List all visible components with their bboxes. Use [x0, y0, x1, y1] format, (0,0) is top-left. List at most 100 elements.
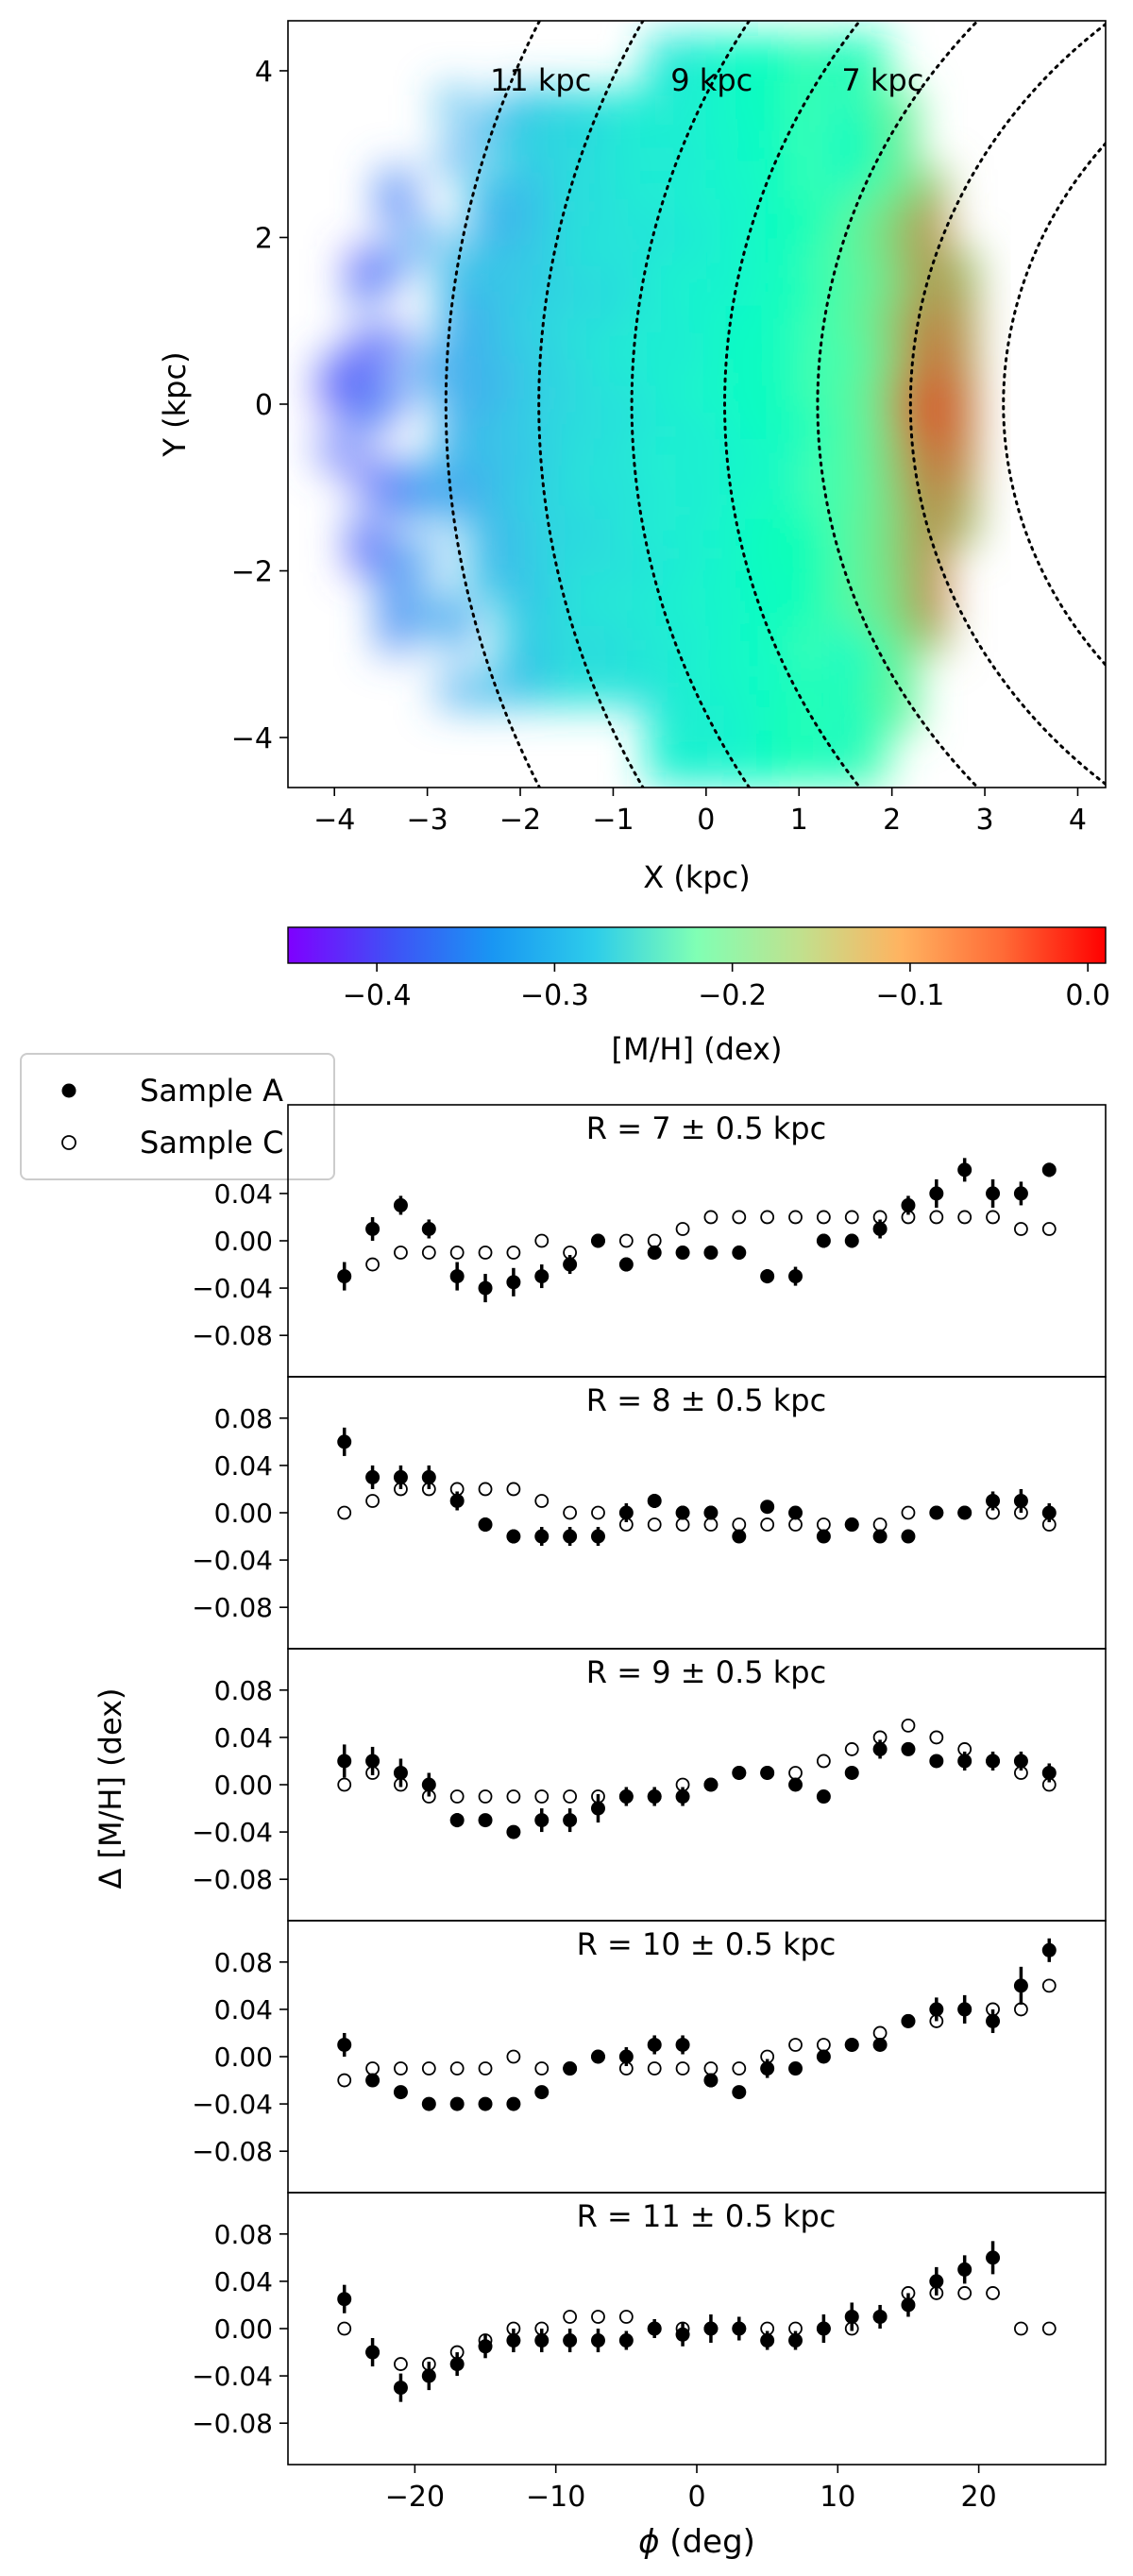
heatmap-cell	[795, 435, 829, 466]
heatmap-cell	[498, 169, 532, 199]
heatmap-cell	[705, 382, 740, 413]
heatmap-cell	[795, 169, 829, 199]
sample-a-point	[590, 1801, 605, 1816]
legend-label-sample-a: Sample A	[140, 1073, 283, 1109]
heatmap-cell	[914, 195, 948, 227]
heatmap-cell	[676, 276, 710, 306]
map-x-tick-label: 4	[1069, 804, 1087, 837]
sample-c-point	[703, 1517, 719, 1532]
sample-c-point	[732, 1210, 747, 1225]
heatmap-cell	[943, 355, 978, 386]
heatmap-cell	[884, 142, 919, 173]
heatmap-cell	[617, 302, 651, 333]
heatmap-cell	[527, 568, 562, 600]
heatmap-cell	[705, 516, 740, 547]
panel-y-tick-label: 0.00	[214, 1498, 273, 1529]
sample-a-point	[590, 2049, 605, 2064]
heatmap-cell	[498, 649, 532, 680]
sample-c-point	[647, 1517, 662, 1532]
sample-c-point	[1014, 2321, 1028, 2336]
heatmap-cell	[557, 516, 591, 547]
map-x-tick-label: −4	[313, 804, 355, 837]
heatmap-cell	[884, 115, 919, 146]
heatmap-cell	[795, 248, 829, 280]
heatmap-cell	[854, 248, 888, 280]
heatmap-cell	[914, 462, 948, 493]
heatmap-cell	[498, 596, 532, 626]
heatmap-cell	[586, 382, 621, 413]
heatmap-cell	[467, 516, 502, 547]
sample-a-point	[563, 1813, 578, 1828]
sample-a-point	[760, 1765, 775, 1780]
panel-x-tick-label: −20	[385, 2481, 445, 2514]
sample-a-point	[788, 1505, 803, 1520]
heatmap-cell	[617, 115, 651, 146]
heatmap-cell	[854, 115, 888, 146]
heatmap-cell	[498, 195, 532, 227]
heatmap-cell	[854, 435, 888, 466]
heatmap-cell	[617, 568, 651, 600]
heatmap-cell	[705, 89, 740, 120]
radius-label-11-kpc: 11 kpc	[490, 62, 591, 98]
heatmap-cell	[824, 169, 859, 199]
heatmap-cell	[557, 355, 591, 386]
heatmap-cell	[884, 302, 919, 333]
heatmap-cell	[498, 248, 532, 280]
sample-a-point	[986, 1754, 1001, 1769]
heatmap-cell	[467, 115, 502, 146]
heatmap-cell	[795, 516, 829, 547]
heatmap-cell	[914, 409, 948, 440]
panel-x-tick-label: 0	[687, 2481, 705, 2514]
heatmap-cell	[765, 596, 800, 626]
sample-c-point	[675, 2061, 690, 2076]
sample-a-point	[337, 1754, 352, 1769]
sample-a-point	[563, 2333, 578, 2348]
map-y-tick-label: −4	[231, 722, 273, 755]
heatmap-cell	[943, 409, 978, 440]
sample-a-point	[986, 2013, 1001, 2028]
panel-x-axis-symbol: ϕ	[638, 2523, 659, 2561]
heatmap-cell	[765, 382, 800, 413]
sample-a-point	[337, 2292, 352, 2307]
heatmap-cell	[586, 489, 621, 519]
heatmap-cell	[527, 169, 562, 199]
heatmap-cell	[467, 542, 502, 573]
heatmap-cell	[527, 142, 562, 173]
colorbar-bar	[287, 926, 1107, 964]
heatmap-cell	[438, 329, 472, 360]
sample-a-point	[1041, 1162, 1057, 1178]
sample-a-point	[393, 1765, 408, 1780]
heatmap-cell	[824, 62, 859, 93]
panel-x-tick-label: 10	[820, 2481, 855, 2514]
panel-r-9: R = 9 ± 0.5 kpc −0.08 −0.04 0.00 0.04 0.08	[192, 1648, 1107, 1922]
heatmap-cell	[795, 729, 829, 759]
heatmap-cell	[617, 542, 651, 573]
sample-a-point	[449, 1269, 465, 1284]
heatmap-cell	[379, 169, 413, 199]
sample-c-point	[365, 1257, 380, 1272]
heatmap-cell	[467, 462, 502, 493]
heatmap-cell	[379, 489, 413, 519]
sample-c-point	[816, 1517, 831, 1532]
heatmap-cell	[824, 649, 859, 680]
sample-a-point	[478, 2096, 493, 2111]
heatmap-cell	[854, 409, 888, 440]
heatmap-cell	[736, 729, 769, 759]
sample-c-point	[872, 1517, 888, 1532]
sample-c-point	[788, 2038, 803, 2052]
heatmap-cell	[765, 248, 800, 280]
map-x-axis-label: X (kpc)	[643, 859, 751, 895]
heatmap-cell	[795, 622, 829, 653]
heatmap-cell	[765, 195, 800, 227]
heatmap-cell	[676, 195, 710, 227]
sample-c-point	[901, 1505, 916, 1520]
sample-c-point	[449, 2061, 465, 2076]
sample-a-point	[844, 2309, 859, 2324]
heatmap-cell	[586, 222, 621, 253]
sample-c-point	[563, 1505, 578, 1520]
sample-a-point	[449, 1813, 465, 1828]
sample-a-point	[1041, 1505, 1057, 1520]
sample-a-point	[901, 2297, 916, 2313]
heatmap-cell	[676, 675, 710, 706]
heatmap-cell	[705, 596, 740, 626]
